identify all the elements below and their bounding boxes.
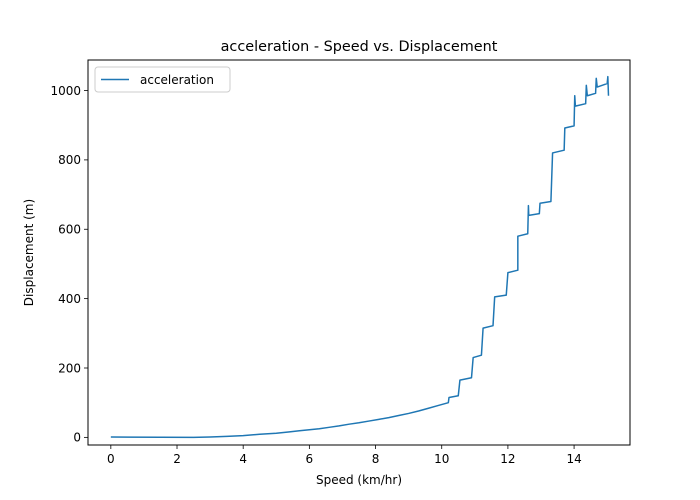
chart-title: acceleration - Speed vs. Displacement [221, 39, 498, 55]
x-tick-label: 0 [107, 452, 115, 466]
y-tick-label: 800 [58, 153, 81, 167]
x-tick-label: 8 [372, 452, 380, 466]
x-ticks: 0 2 4 6 8 10 12 14 [107, 445, 582, 466]
x-tick-label: 6 [306, 452, 314, 466]
axes-frame [87, 59, 631, 446]
legend-label-acceleration: acceleration [140, 73, 214, 87]
x-tick-label: 2 [173, 452, 181, 466]
data-layer [110, 75, 610, 439]
legend: acceleration [94, 66, 231, 93]
legend-box [94, 66, 231, 93]
x-axis-label: Speed (km/hr) [316, 473, 402, 487]
y-tick-label: 200 [58, 361, 81, 375]
series-line-acceleration [110, 75, 610, 439]
y-tick-label: 0 [73, 431, 81, 445]
y-ticks: 0 200 400 600 800 1000 [50, 84, 88, 445]
x-tick-label: 12 [500, 452, 515, 466]
x-tick-label: 14 [566, 452, 581, 466]
y-axis-label: Displacement (m) [22, 199, 36, 306]
y-tick-label: 400 [58, 292, 81, 306]
y-tick-label: 1000 [50, 84, 81, 98]
x-tick-label: 10 [434, 452, 449, 466]
x-tick-label: 4 [239, 452, 247, 466]
y-tick-label: 600 [58, 223, 81, 237]
plot-area [88, 60, 630, 445]
